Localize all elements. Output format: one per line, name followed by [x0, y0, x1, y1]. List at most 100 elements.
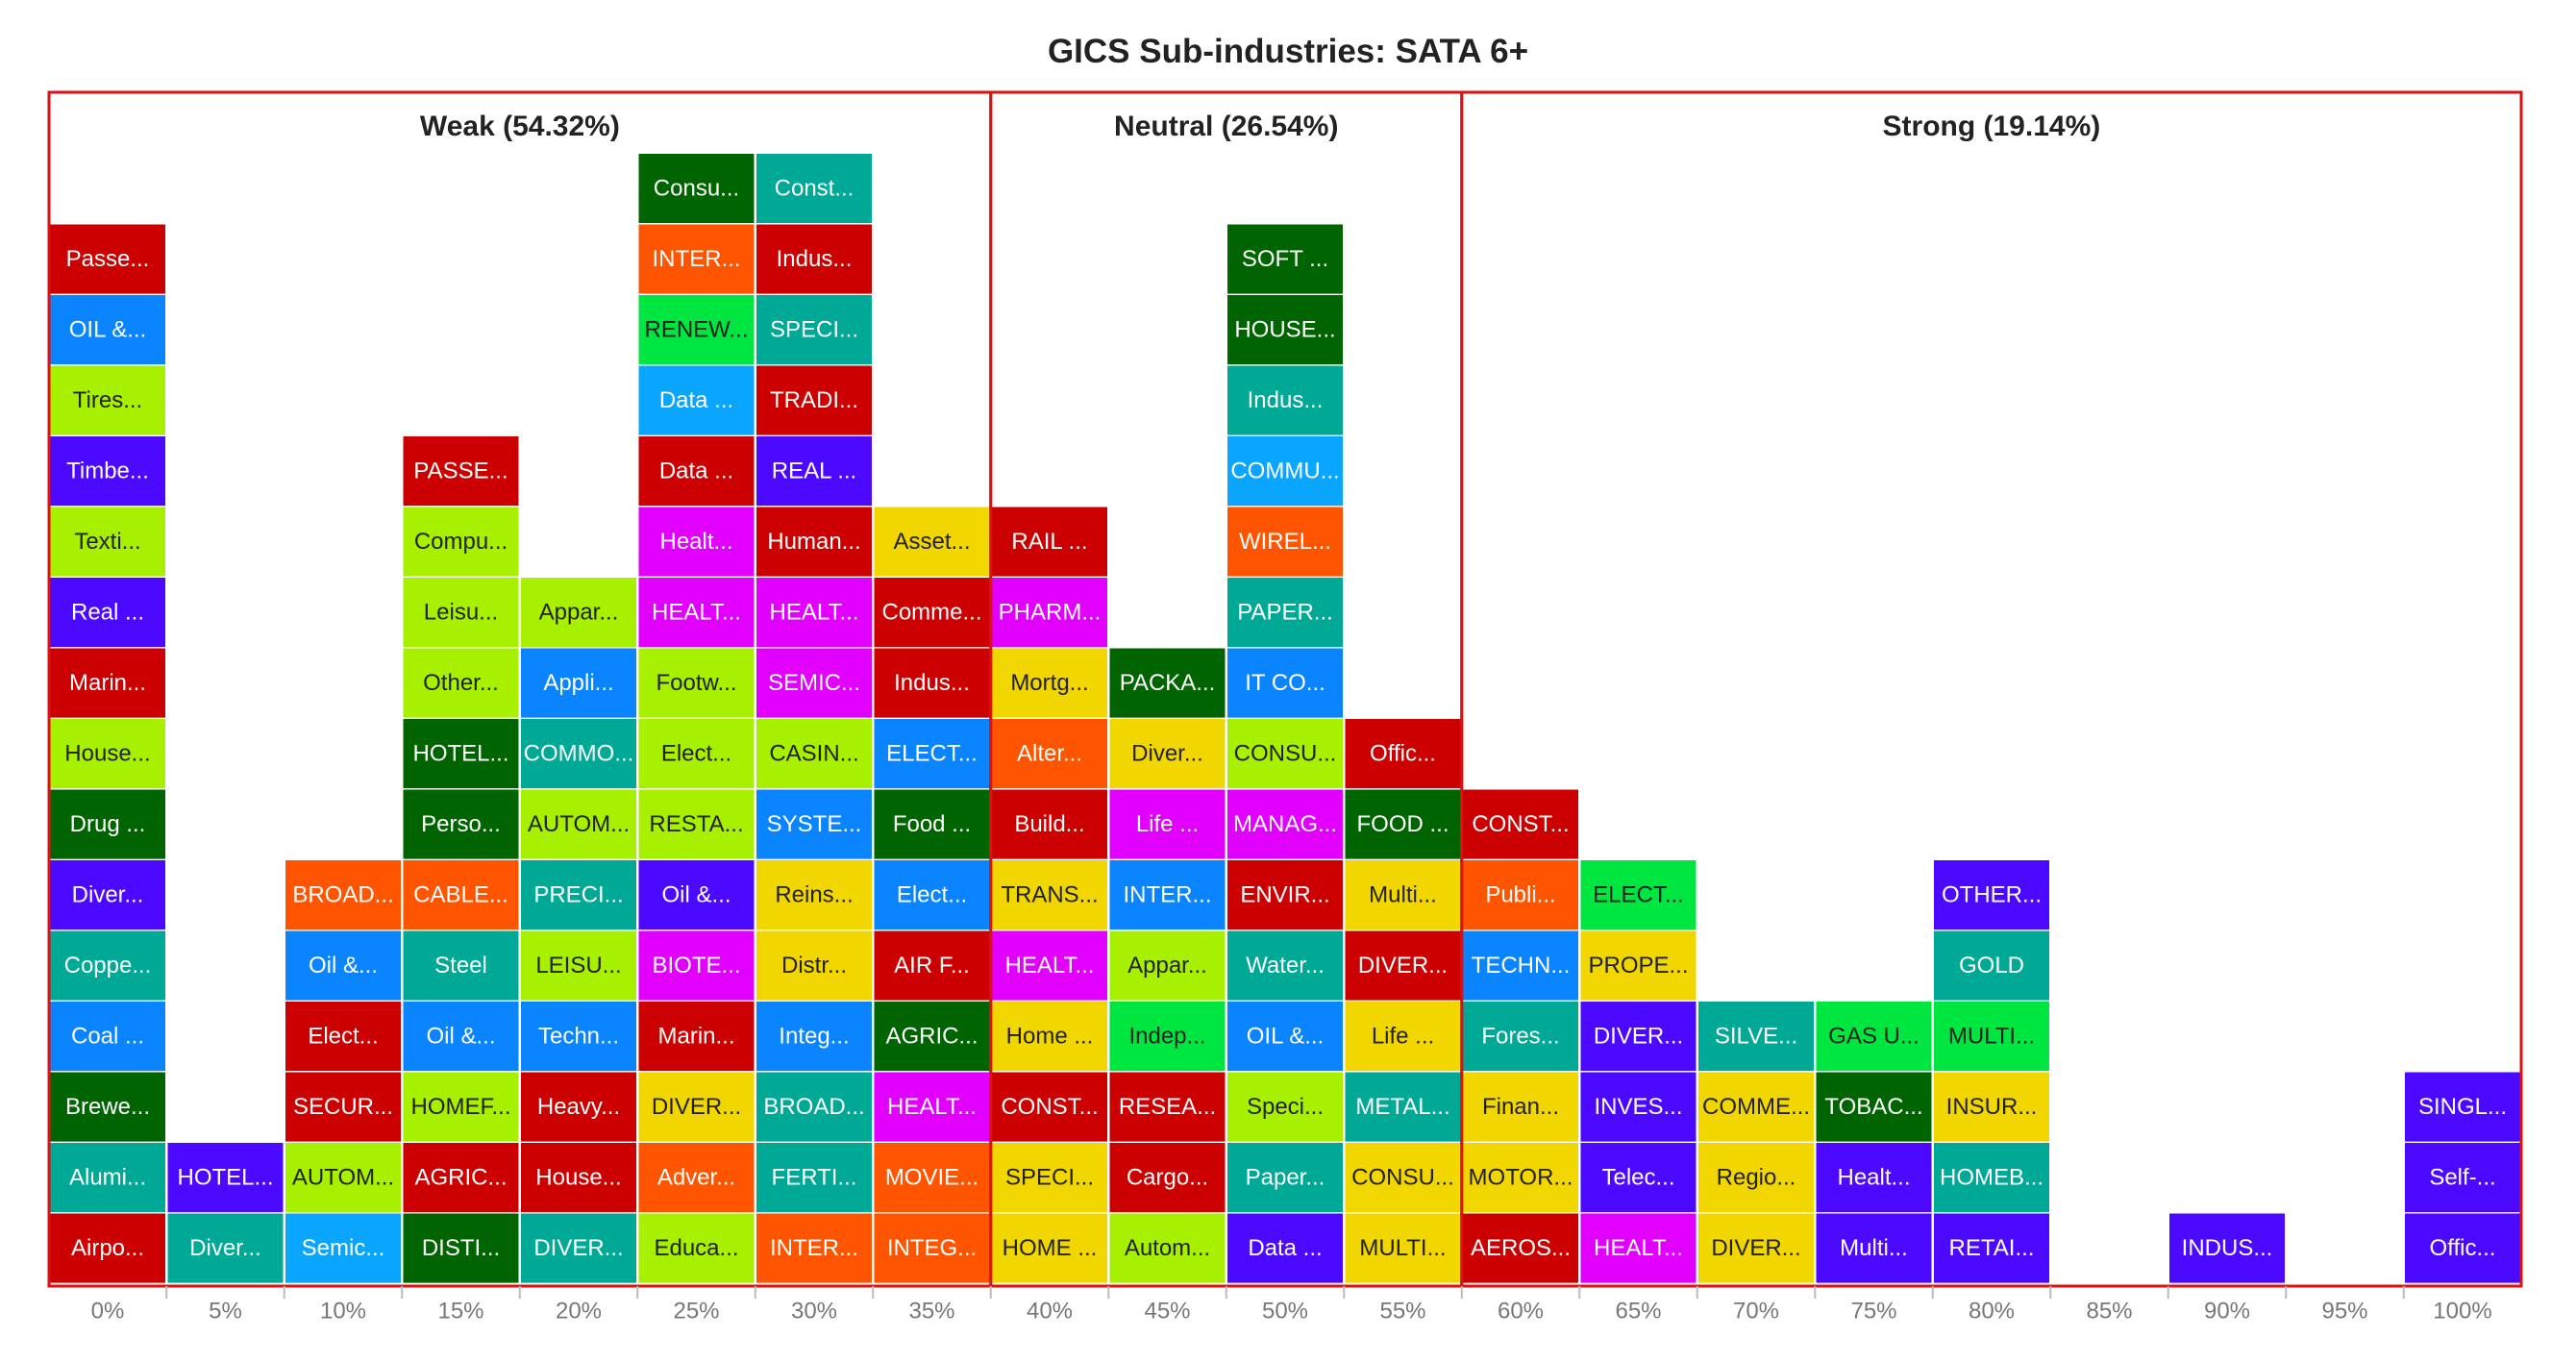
stack-cell: Adver...	[638, 1143, 755, 1213]
cell-block	[285, 1072, 401, 1142]
cell-block	[638, 930, 755, 1001]
cell-label: PHARM...	[999, 599, 1102, 625]
cell-block	[1934, 1143, 2049, 1213]
stack-cell: House...	[521, 1143, 636, 1213]
stack-cell: Brewe...	[50, 1072, 165, 1142]
cell-block	[50, 648, 165, 718]
cell-block	[521, 1002, 636, 1072]
stack-cell: Publi...	[1463, 860, 1578, 930]
cell-label: GAS U...	[1828, 1023, 1920, 1049]
stack-cell: Water...	[1227, 930, 1343, 1001]
cell-block	[1816, 1143, 1932, 1213]
stack-cell: Alumi...	[50, 1143, 165, 1213]
stack-column-90pct: INDUS...	[2169, 1213, 2285, 1283]
cell-label: Self-...	[2429, 1164, 2495, 1190]
cell-label: SPECI...	[1005, 1164, 1094, 1190]
stack-column-75pct: Multi... Healt... TOBAC... GAS U...	[1816, 1002, 1932, 1283]
cell-block	[403, 507, 519, 577]
cell-label: Appar...	[539, 599, 619, 625]
stack-cell: Healt...	[638, 507, 755, 577]
cell-label: Techn...	[538, 1023, 619, 1049]
cell-label: Elect...	[661, 740, 731, 766]
cell-label: INTER...	[1123, 881, 1211, 907]
cell-label: METAL...	[1355, 1094, 1449, 1120]
stack-cell: AEROS...	[1463, 1213, 1578, 1283]
stack-cell: BROAD...	[285, 860, 401, 930]
cell-label: Oil &...	[661, 881, 731, 907]
stack-cell: OIL &...	[1227, 1002, 1343, 1072]
cell-block	[1227, 507, 1343, 577]
cell-label: Tires...	[73, 387, 142, 413]
cell-block	[1227, 648, 1343, 718]
stack-cell: IT CO...	[1227, 648, 1343, 718]
cell-label: Healt...	[659, 529, 732, 555]
cell-block	[1227, 1072, 1343, 1142]
cell-block	[403, 578, 519, 648]
x-tick-label: 35%	[908, 1298, 954, 1324]
cell-block	[1109, 860, 1226, 930]
cell-label: Data ...	[1248, 1235, 1322, 1261]
cell-block	[756, 648, 872, 718]
cell-label: DISTI...	[422, 1235, 500, 1261]
cell-label: Consu...	[654, 175, 739, 201]
cell-label: DIVER...	[533, 1235, 623, 1261]
stack-cell: Footw...	[638, 648, 755, 718]
cell-label: PACKA...	[1120, 670, 1216, 696]
cell-label: HOMEB...	[1940, 1164, 2043, 1190]
cell-label: Real ...	[71, 599, 144, 625]
cell-block	[638, 1143, 755, 1213]
cell-block	[1463, 789, 1578, 859]
cell-block	[638, 1002, 755, 1072]
stack-cell: Appar...	[521, 578, 636, 648]
stack-cell: AGRIC...	[874, 1002, 990, 1072]
stack-cell: SYSTE...	[756, 789, 872, 859]
cell-label: DIVER...	[1594, 1023, 1683, 1049]
cell-block	[2405, 1213, 2520, 1283]
stack-cell: Appar...	[1109, 930, 1226, 1001]
cell-label: AEROS...	[1471, 1235, 1571, 1261]
stack-cell: Perso...	[403, 789, 519, 859]
cell-block	[403, 1213, 519, 1283]
cell-block	[874, 578, 990, 648]
cell-block	[638, 224, 755, 294]
cell-block	[992, 719, 1107, 789]
cell-block	[1227, 436, 1343, 507]
cell-block	[1345, 1002, 1461, 1072]
cell-label: Elect...	[897, 881, 967, 907]
cell-label: CONST...	[1472, 811, 1569, 837]
stack-cell: HEALT...	[1580, 1213, 1697, 1283]
cell-label: Distr...	[781, 953, 847, 979]
cell-block	[1227, 1213, 1343, 1283]
cell-label: Asset...	[893, 529, 970, 555]
stack-cell: Comme...	[874, 578, 990, 648]
stack-cell: Const...	[756, 154, 872, 224]
cell-block	[521, 578, 636, 648]
cell-block	[50, 789, 165, 859]
cell-block	[874, 789, 990, 859]
cell-label: SOFT ...	[1242, 246, 1328, 272]
stack-cell: CABLE...	[403, 860, 519, 930]
stack-cell: DIVER...	[1698, 1213, 1814, 1283]
stack-cell: HEALT...	[874, 1072, 990, 1142]
stack-cell: Elect...	[874, 860, 990, 930]
cell-label: HEALT...	[1594, 1235, 1683, 1261]
cell-block	[1227, 224, 1343, 294]
stack-cell: Other...	[403, 648, 519, 718]
cell-label: CONST...	[1001, 1094, 1098, 1120]
cell-block	[638, 1072, 755, 1142]
cell-label: COMMO...	[524, 740, 634, 766]
stack-cell: PASSE...	[403, 436, 519, 507]
cell-label: Airpo...	[71, 1235, 144, 1261]
cell-block	[1227, 789, 1343, 859]
cell-label: House...	[64, 740, 150, 766]
cell-block	[1345, 719, 1461, 789]
stack-cell: Oil &...	[638, 860, 755, 930]
cell-label: HOME ...	[1003, 1235, 1098, 1261]
x-tick-label: 85%	[2086, 1298, 2132, 1324]
stack-cell: Tires...	[50, 365, 165, 435]
cell-label: Oil &...	[426, 1023, 495, 1049]
cell-block	[1109, 1213, 1226, 1283]
cell-block	[403, 1072, 519, 1142]
cell-block	[403, 930, 519, 1001]
